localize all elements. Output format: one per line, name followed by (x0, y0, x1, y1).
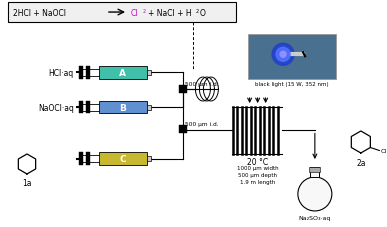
Circle shape (276, 48, 290, 62)
Text: black light (15 W, 352 nm): black light (15 W, 352 nm) (255, 82, 329, 87)
Bar (86, 66, 90, 79)
Circle shape (272, 44, 294, 66)
Text: O: O (200, 8, 206, 17)
Bar (99, 101, 147, 114)
Text: 2HCl + NaOCl: 2HCl + NaOCl (13, 8, 66, 17)
Text: 2: 2 (196, 8, 199, 13)
Bar (147, 70, 151, 75)
Text: 500 μm i.d.: 500 μm i.d. (185, 82, 219, 87)
Text: 20 °C: 20 °C (247, 157, 268, 166)
Text: B: B (120, 103, 127, 112)
Text: 1a: 1a (22, 178, 32, 187)
Bar (8, 3, 236, 23)
Text: 500 μm i.d.: 500 μm i.d. (185, 121, 219, 126)
Bar (179, 126, 187, 133)
Text: + NaCl + H: + NaCl + H (148, 8, 192, 17)
Bar (79, 66, 83, 79)
Text: NaOCl·aq: NaOCl·aq (38, 103, 74, 112)
Bar (147, 157, 151, 162)
Text: 1000 μm width
500 μm depth
1.9 m length: 1000 μm width 500 μm depth 1.9 m length (237, 165, 279, 184)
Text: Cl: Cl (380, 148, 387, 153)
Bar (79, 101, 83, 114)
Bar (248, 35, 336, 80)
Text: 2: 2 (143, 8, 146, 13)
Bar (179, 86, 187, 94)
Text: 2a: 2a (356, 158, 366, 167)
Bar (99, 66, 147, 79)
Bar (309, 167, 320, 172)
Bar (310, 167, 319, 177)
Bar (79, 153, 83, 166)
Bar (86, 101, 90, 114)
Text: A: A (120, 68, 127, 77)
Text: C: C (120, 155, 126, 164)
Text: Cl: Cl (131, 8, 139, 17)
Bar (86, 153, 90, 166)
Bar (99, 153, 147, 166)
Text: HCl·aq: HCl·aq (49, 68, 74, 77)
Circle shape (280, 52, 286, 58)
Bar (147, 105, 151, 110)
Circle shape (298, 177, 332, 211)
Text: Na₂SO₃·aq: Na₂SO₃·aq (299, 215, 331, 220)
